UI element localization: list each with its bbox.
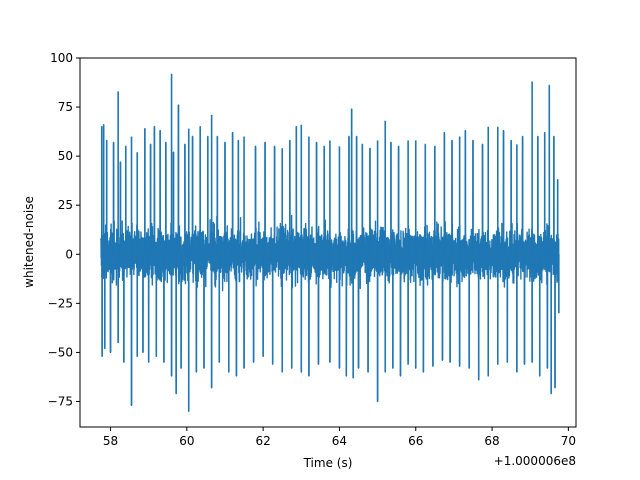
y-axis: −75 −50 −25 0 25 50 75 100 <box>48 51 80 408</box>
x-axis: 58 60 62 64 66 68 70 <box>103 427 576 448</box>
x-tick-label: 60 <box>179 434 194 448</box>
y-tick-label: 25 <box>58 198 73 212</box>
x-tick-label: 64 <box>332 434 347 448</box>
y-tick-label: −25 <box>48 296 73 310</box>
y-axis-label: whitened-noise <box>22 196 36 288</box>
y-tick-label: 75 <box>58 100 73 114</box>
x-tick-label: 62 <box>255 434 270 448</box>
y-tick-label: 0 <box>65 247 73 261</box>
y-tick-label: 100 <box>50 51 73 65</box>
y-tick-label: 50 <box>58 149 73 163</box>
y-tick-label: −75 <box>48 394 73 408</box>
series-layer <box>100 73 560 412</box>
x-tick-label: 66 <box>408 434 423 448</box>
x-tick-label: 68 <box>484 434 499 448</box>
y-tick-label: −50 <box>48 345 73 359</box>
x-offset-label: +1.000006e8 <box>494 454 576 468</box>
x-tick-label: 70 <box>561 434 576 448</box>
x-tick-label: 58 <box>103 434 118 448</box>
x-axis-label: Time (s) <box>303 456 353 470</box>
plot-area <box>79 57 577 428</box>
